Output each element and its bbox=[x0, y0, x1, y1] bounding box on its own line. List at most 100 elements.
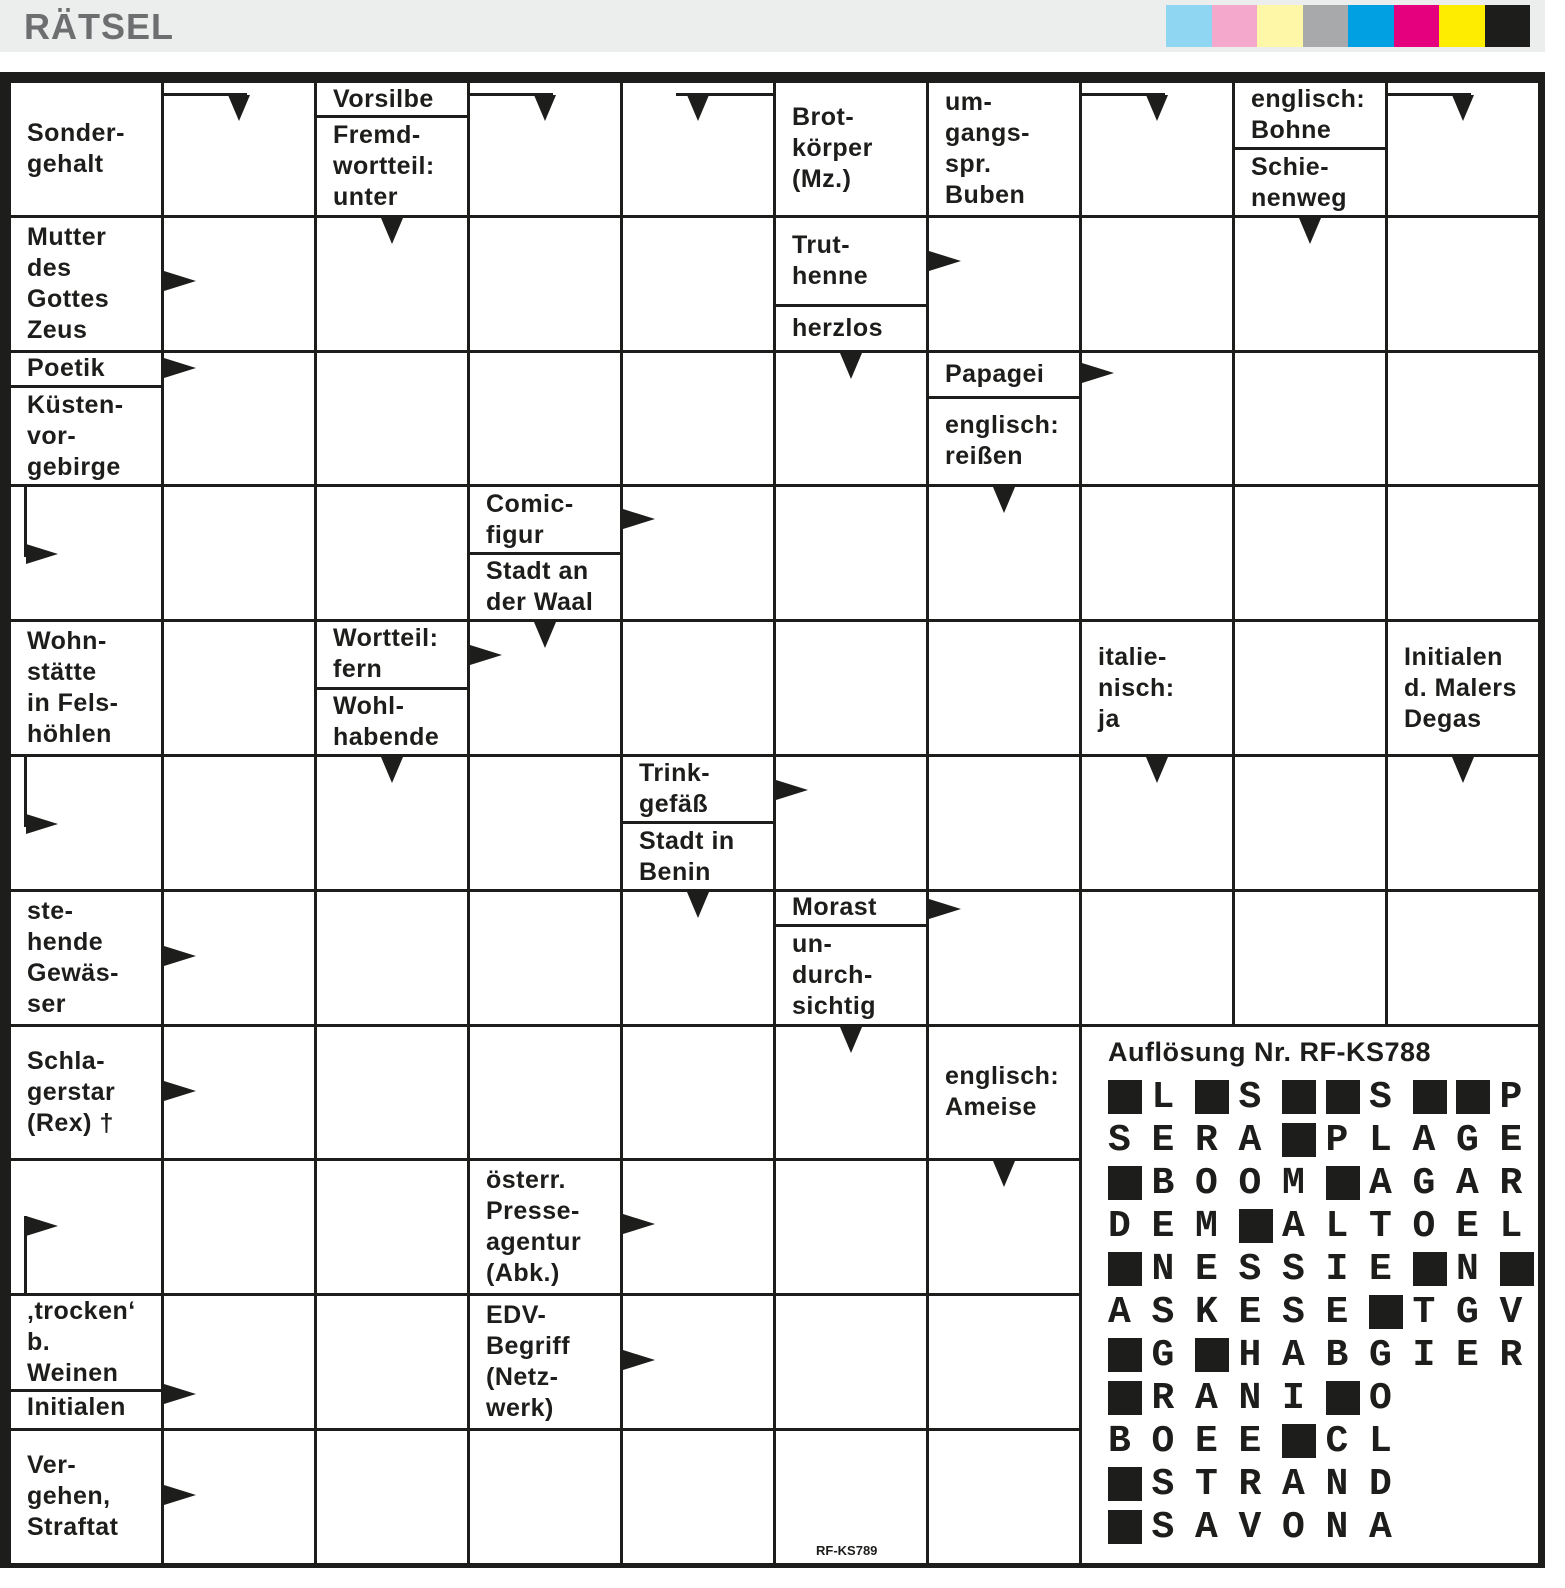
answer-cell[interactable] bbox=[623, 487, 773, 620]
clue-cell: italie- nisch: ja bbox=[1082, 622, 1232, 754]
answer-cell[interactable] bbox=[1388, 487, 1538, 620]
answer-cell[interactable] bbox=[470, 217, 620, 350]
clue-cell: Mutter des Gottes Zeus bbox=[11, 217, 161, 350]
arrow-right-icon bbox=[1082, 362, 1114, 383]
answer-cell[interactable] bbox=[776, 1431, 926, 1563]
solution-line: #L#S##S##P bbox=[1108, 1076, 1538, 1119]
clue-cell: ste- hende Gewäs- ser bbox=[11, 891, 161, 1024]
arrow-down-icon bbox=[534, 622, 556, 649]
clue-text: Brot- körper (Mz.) bbox=[792, 103, 873, 194]
solution-line: ASKESE#TGV bbox=[1108, 1291, 1538, 1334]
answer-cell[interactable] bbox=[317, 1296, 467, 1428]
clue-text: Ver- gehen, Straftat bbox=[27, 1451, 119, 1542]
arrow-bent-right-icon bbox=[26, 814, 58, 834]
answer-cell[interactable] bbox=[317, 1161, 467, 1294]
answer-cell[interactable] bbox=[470, 1431, 620, 1563]
arrow-right-icon bbox=[623, 1214, 655, 1235]
clue-text: Comic- figur bbox=[486, 489, 574, 549]
solution-line: #BOOM#AGAR bbox=[1108, 1162, 1538, 1205]
answer-cell[interactable] bbox=[1388, 891, 1538, 1024]
answer-cell[interactable] bbox=[317, 891, 467, 1024]
clue-cell: Schla- gerstar (Rex) † bbox=[11, 1026, 161, 1159]
color-swatch bbox=[1484, 5, 1530, 47]
answer-cell[interactable] bbox=[164, 487, 314, 620]
answer-cell[interactable] bbox=[317, 352, 467, 485]
arrow-line bbox=[1082, 93, 1165, 96]
solution-row: #RANI#O bbox=[1108, 1376, 1413, 1420]
clue-text: Trut- henne bbox=[792, 230, 869, 290]
answer-cell[interactable] bbox=[776, 757, 926, 889]
clue-text: Stadt an der Waal bbox=[470, 551, 620, 619]
arrow-line bbox=[24, 487, 27, 558]
solution-black-square bbox=[1108, 1337, 1142, 1372]
solution-row: SERA#PLAGE bbox=[1108, 1118, 1544, 1162]
answer-cell[interactable] bbox=[470, 1026, 620, 1159]
answer-cell[interactable] bbox=[1235, 352, 1385, 485]
answer-cell[interactable] bbox=[776, 1161, 926, 1294]
answer-cell[interactable] bbox=[623, 217, 773, 350]
solution-black-square bbox=[1108, 1380, 1142, 1415]
answer-cell[interactable] bbox=[623, 1431, 773, 1563]
answer-cell[interactable] bbox=[1388, 217, 1538, 350]
answer-cell[interactable] bbox=[1235, 757, 1385, 889]
solution-black-square bbox=[1238, 1208, 1273, 1243]
puzzle-code: RF-KS789 bbox=[816, 1543, 878, 1558]
answer-cell[interactable] bbox=[1388, 352, 1538, 485]
arrow-line bbox=[24, 1216, 27, 1294]
arrow-line bbox=[24, 757, 27, 827]
answer-cell[interactable] bbox=[164, 1161, 314, 1294]
page-title: RÄTSEL bbox=[24, 6, 174, 47]
answer-cell[interactable] bbox=[776, 487, 926, 620]
arrow-bent-right-icon bbox=[26, 1216, 58, 1237]
clue-cell: Wohn- stätte in Fels- höhlen bbox=[11, 622, 161, 754]
answer-cell[interactable] bbox=[623, 352, 773, 485]
answer-cell[interactable] bbox=[317, 1026, 467, 1159]
answer-cell[interactable] bbox=[470, 891, 620, 1024]
answer-cell[interactable] bbox=[1082, 217, 1232, 350]
clue-cell: englisch: Ameise bbox=[929, 1026, 1079, 1159]
clue-cell: Trink- gefäß Stadt in Benin bbox=[623, 757, 773, 889]
arrow-right-icon bbox=[470, 645, 502, 666]
clue-cell: Poetik Küsten- vor- gebirge bbox=[11, 352, 161, 485]
clue-cell: Papagei englisch: reißen bbox=[929, 352, 1079, 485]
answer-cell[interactable] bbox=[929, 622, 1079, 754]
arrow-right-icon bbox=[623, 509, 655, 530]
answer-cell[interactable] bbox=[1235, 622, 1385, 754]
clue-text: italie- nisch: ja bbox=[1098, 642, 1175, 733]
clue-text: um- gangs- spr. Buben bbox=[945, 87, 1030, 209]
answer-cell[interactable] bbox=[1082, 891, 1232, 1024]
answer-cell[interactable] bbox=[470, 757, 620, 889]
answer-cell[interactable] bbox=[776, 1296, 926, 1428]
answer-cell[interactable] bbox=[1082, 487, 1232, 620]
clue-text: englisch: Ameise bbox=[945, 1062, 1060, 1122]
answer-cell[interactable] bbox=[1235, 891, 1385, 1024]
solution-line: #SAVONA bbox=[1108, 1506, 1538, 1549]
answer-cell[interactable] bbox=[317, 1431, 467, 1563]
clue-text: un- durch- sichtig bbox=[776, 924, 926, 1024]
answer-cell[interactable] bbox=[1235, 487, 1385, 620]
answer-cell[interactable] bbox=[164, 1296, 314, 1428]
arrow-down-icon bbox=[1146, 757, 1168, 783]
solution-black-square bbox=[1108, 1466, 1142, 1501]
answer-cell[interactable] bbox=[623, 622, 773, 754]
answer-cell[interactable] bbox=[929, 757, 1079, 889]
answer-cell[interactable] bbox=[929, 217, 1079, 350]
arrow-down-icon bbox=[381, 217, 403, 244]
solution-line: BOEE#CL bbox=[1108, 1420, 1538, 1463]
clue-cell: Initialen d. Malers Degas bbox=[1388, 622, 1538, 754]
solution-line: #STRAND bbox=[1108, 1463, 1538, 1506]
answer-cell[interactable] bbox=[929, 1296, 1079, 1428]
clue-text: englisch: Bohne bbox=[1251, 85, 1366, 145]
clue-text: österr. Presse- agentur (Abk.) bbox=[486, 1166, 582, 1288]
answer-cell[interactable] bbox=[929, 1431, 1079, 1563]
solution-black-square bbox=[1282, 1079, 1316, 1114]
clue-text: EDV- Begriff (Netz- werk) bbox=[486, 1301, 571, 1423]
answer-cell[interactable] bbox=[470, 352, 620, 485]
answer-cell[interactable] bbox=[164, 622, 314, 754]
answer-cell[interactable] bbox=[776, 622, 926, 754]
solution-black-square bbox=[1456, 1079, 1490, 1114]
clue-cell: Morast un- durch- sichtig bbox=[776, 891, 926, 1024]
answer-cell[interactable] bbox=[623, 1026, 773, 1159]
answer-cell[interactable] bbox=[164, 757, 314, 889]
answer-cell[interactable] bbox=[317, 487, 467, 620]
